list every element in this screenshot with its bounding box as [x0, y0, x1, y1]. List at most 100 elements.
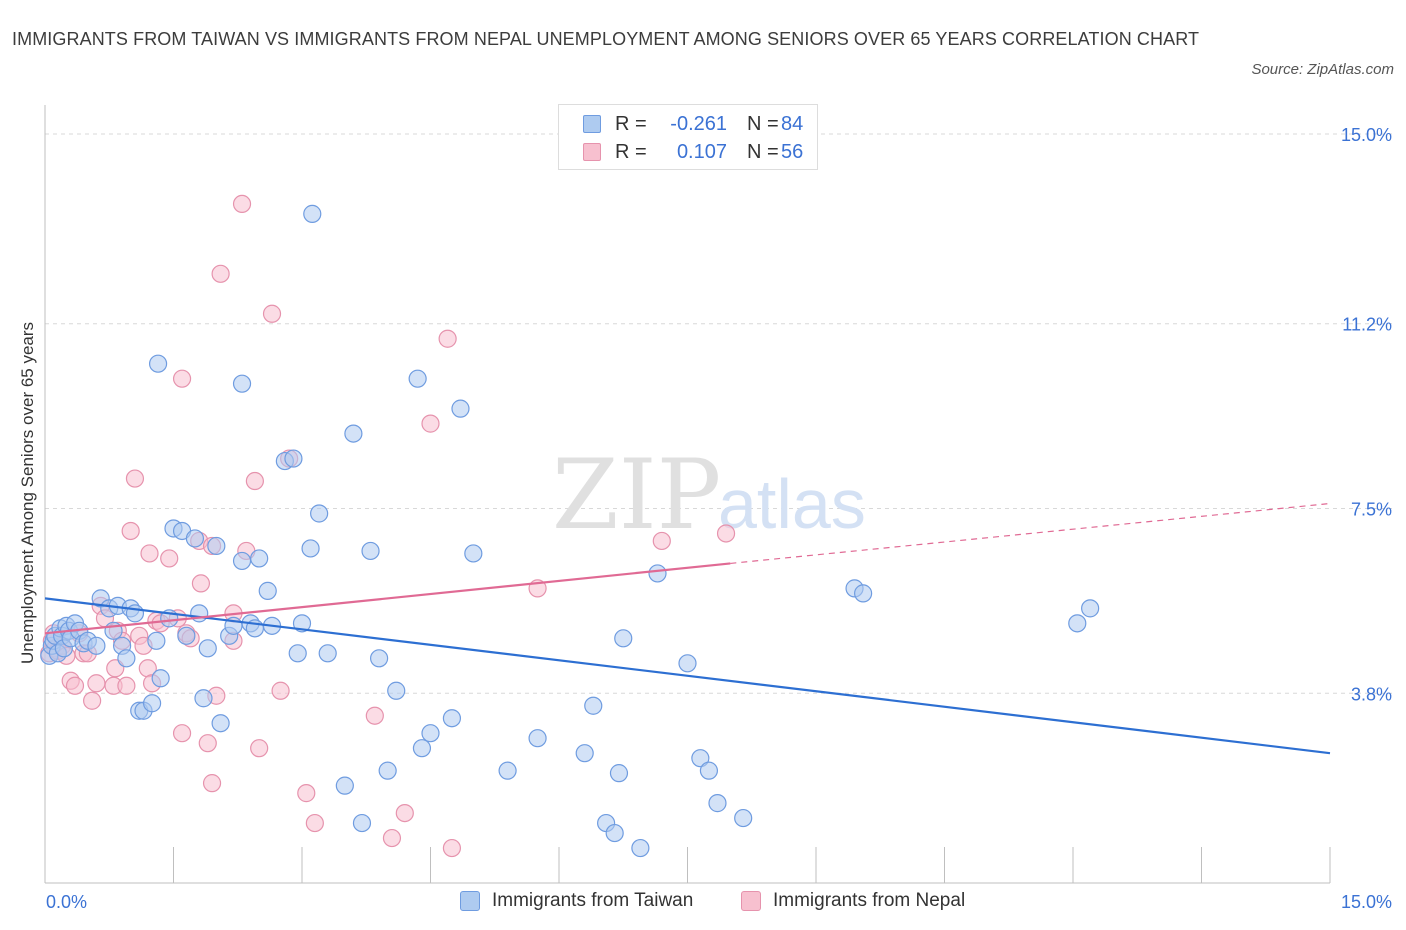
nepal-point	[438, 329, 457, 348]
nepal-point	[652, 531, 671, 551]
y-tick-label: 15.0%	[1341, 125, 1392, 145]
taiwan-point	[148, 354, 168, 373]
legend-r-value: -0.261	[670, 112, 727, 135]
taiwan-point	[609, 764, 629, 783]
watermark-atlas: atlas	[718, 465, 866, 543]
taiwan-point	[584, 696, 603, 715]
legend-item-nepal[interactable]: Immigrants from Nepal	[741, 890, 965, 912]
nepal-point	[262, 304, 282, 323]
taiwan-point	[207, 536, 226, 556]
nepal-point	[442, 838, 462, 858]
legend-label-taiwan: Immigrants from Taiwan	[492, 890, 694, 911]
legend-r-label: R =	[615, 140, 647, 163]
taiwan-point	[528, 729, 547, 748]
taiwan-point	[147, 631, 166, 650]
nepal-point	[716, 524, 736, 543]
nepal-point	[121, 521, 140, 541]
nepal-point	[172, 369, 192, 388]
legend-n-label: N =	[747, 112, 779, 135]
watermark: ZIP atlas	[552, 439, 866, 551]
taiwan-point	[344, 424, 363, 443]
legend-item-taiwan[interactable]: Immigrants from Taiwan	[460, 890, 693, 912]
x-tick-label: 0.0%	[46, 892, 87, 912]
legend-swatch-nepal	[583, 143, 601, 161]
chart-source: Source: ZipAtlas.com	[1251, 61, 1394, 78]
taiwan-point	[284, 449, 303, 468]
taiwan-point	[631, 838, 650, 858]
taiwan-point	[370, 649, 389, 668]
taiwan-point	[614, 629, 633, 648]
nepal-point	[87, 674, 106, 693]
correlation-legend: R = -0.261 N = 84 R = 0.107 N = 56	[558, 104, 818, 170]
x-tick-label: 15.0%	[1341, 892, 1392, 912]
legend-swatch-taiwan	[460, 891, 480, 911]
nepal-point	[232, 194, 252, 214]
taiwan-point	[691, 749, 710, 768]
taiwan-point	[194, 689, 213, 708]
taiwan-point	[734, 808, 753, 828]
taiwan-point	[1081, 599, 1100, 618]
chart-title: IMMIGRANTS FROM TAIWAN VS IMMIGRANTS FRO…	[12, 29, 1200, 49]
taiwan-point	[250, 549, 269, 568]
taiwan-point	[258, 581, 277, 600]
taiwan-point	[318, 644, 337, 663]
taiwan-point	[232, 551, 252, 571]
legend-label-nepal: Immigrants from Nepal	[773, 890, 966, 911]
nepal-point	[382, 828, 402, 848]
taiwan-point	[198, 639, 217, 658]
legend-n-label: N =	[747, 140, 779, 163]
taiwan-point	[292, 614, 312, 633]
taiwan-point	[177, 626, 196, 645]
nepal-point	[172, 724, 192, 743]
taiwan-point	[142, 694, 162, 713]
taiwan-point	[310, 504, 329, 523]
nepal-point	[198, 734, 217, 753]
taiwan-point	[605, 823, 624, 843]
legend-r-value: 0.107	[676, 140, 727, 163]
legend-n-value: 84	[781, 112, 804, 135]
legend-swatch-nepal	[741, 891, 761, 911]
trend-lines	[44, 502, 1331, 755]
taiwan-point	[301, 539, 320, 558]
taiwan-point	[387, 681, 406, 700]
taiwan-point	[232, 374, 252, 393]
nepal-point	[140, 544, 159, 563]
taiwan-trend-line	[44, 597, 1331, 755]
taiwan-point	[1068, 614, 1087, 633]
y-tick-label: 11.2%	[1342, 315, 1392, 335]
taiwan-point	[648, 564, 667, 583]
nepal-point	[125, 469, 145, 488]
taiwan-point	[211, 714, 230, 733]
taiwan-point	[408, 369, 427, 388]
nepal-point	[421, 414, 440, 433]
tick-labels: 3.8% 7.5% 11.2% 15.0% 0.0% 15.0%	[46, 125, 1392, 912]
series-legend: Immigrants from Taiwan Immigrants from N…	[0, 886, 1406, 916]
nepal-point	[250, 739, 269, 758]
nepal-point	[211, 264, 230, 283]
taiwan-point	[699, 761, 719, 780]
taiwan-point	[117, 649, 136, 668]
legend-swatch-taiwan	[583, 115, 601, 133]
watermark-zip: ZIP	[552, 439, 721, 551]
taiwan-point	[464, 544, 483, 563]
taiwan-point	[335, 776, 354, 795]
legend-row-taiwan: R = -0.261 N = 84	[583, 111, 803, 137]
taiwan-point	[575, 744, 594, 763]
nepal-point	[365, 706, 384, 725]
taiwan-point	[678, 654, 697, 673]
grid-lines	[45, 133, 1392, 694]
taiwan-point	[352, 813, 372, 833]
y-tick-label: 7.5%	[1351, 500, 1392, 520]
taiwan-point	[185, 529, 205, 548]
taiwan-point	[708, 794, 727, 813]
taiwan-point	[303, 204, 322, 223]
taiwan-point	[288, 644, 307, 663]
legend-row-nepal: R = 0.107 N = 56	[583, 139, 803, 165]
legend-r-label: R =	[615, 112, 647, 135]
nepal-point	[65, 676, 85, 695]
taiwan-point	[451, 399, 470, 418]
nepal-point	[191, 574, 211, 593]
taiwan-point	[854, 584, 873, 603]
taiwan-point	[442, 709, 462, 728]
